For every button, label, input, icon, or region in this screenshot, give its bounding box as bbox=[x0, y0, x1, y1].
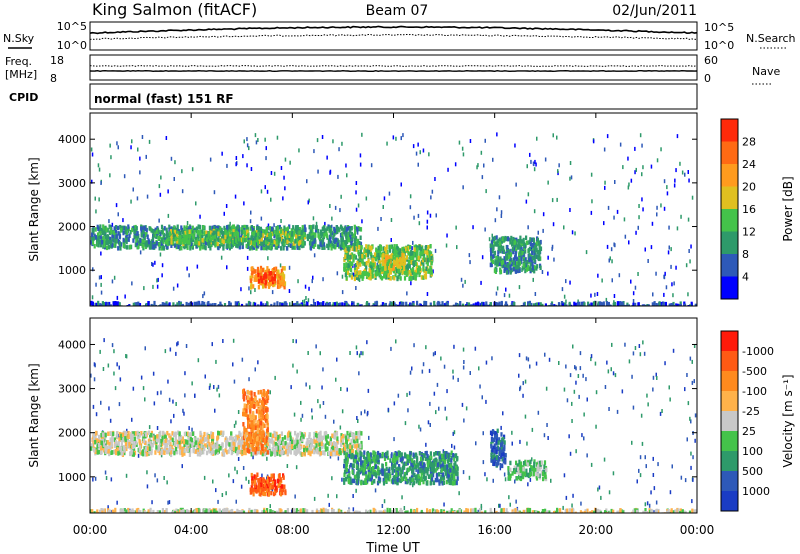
nave-tick-bottom: 0 bbox=[704, 72, 711, 85]
x-tick-label: 04:00 bbox=[174, 523, 209, 537]
x-tick-label: 00:00 bbox=[73, 523, 108, 537]
colorbar-tick-label: 1000 bbox=[742, 485, 770, 498]
y-tick-label: 3000 bbox=[58, 177, 86, 190]
freq-line bbox=[89, 69, 698, 73]
nave-label: Nave bbox=[752, 65, 780, 78]
data-region bbox=[489, 235, 543, 275]
colorbar-tick-label: 100 bbox=[742, 445, 763, 458]
x-tick-label: 08:00 bbox=[275, 523, 310, 537]
colorbar-tick-label: 28 bbox=[742, 136, 756, 149]
power-panel: 1000 2000 3000 4000 Slant Range [km] bbox=[27, 112, 698, 307]
y-axis-label: Slant Range [km] bbox=[27, 363, 41, 467]
colorbar-swatch bbox=[721, 391, 738, 411]
cpid-value: normal (fast) 151 RF bbox=[94, 92, 234, 106]
colorbar-tick-label: 8 bbox=[742, 248, 749, 261]
nsearch-label: N.Search bbox=[746, 32, 796, 45]
colorbar-tick-label: 25 bbox=[742, 425, 756, 438]
colorbar-swatch bbox=[721, 371, 738, 391]
freq-panel bbox=[89, 54, 698, 81]
colorbar-swatch bbox=[721, 186, 738, 209]
colorbar-swatch bbox=[721, 141, 738, 164]
x-axis-label: Time UT bbox=[365, 541, 419, 554]
cpid-label: CPID bbox=[9, 91, 38, 104]
colorbar-tick-label: -500 bbox=[742, 365, 767, 378]
y-tick-label: 2000 bbox=[58, 427, 86, 440]
y-tick-label: 2000 bbox=[58, 221, 86, 234]
y-tick-label: 1000 bbox=[58, 471, 86, 484]
data-region bbox=[90, 224, 363, 251]
noise-sky-line bbox=[89, 25, 698, 35]
colorbar-swatch bbox=[721, 209, 738, 232]
date-label: 02/Jun/2011 bbox=[612, 3, 697, 19]
data-region bbox=[249, 472, 287, 497]
y-axis-label: Slant Range [km] bbox=[27, 157, 41, 261]
colorbar-swatch bbox=[721, 254, 738, 277]
colorbar-swatch bbox=[721, 491, 738, 511]
noise-panel bbox=[89, 21, 698, 51]
colorbar-tick-label: -1000 bbox=[742, 345, 774, 358]
data-region bbox=[90, 507, 697, 513]
noise-tick-bottom-left: 10^0 bbox=[57, 39, 87, 52]
power-colorbar: 4 8 12 16 20 24 28 Power [dB] bbox=[720, 118, 795, 300]
colorbar-swatch bbox=[721, 164, 738, 187]
y-tick-label: 4000 bbox=[58, 338, 86, 351]
nsky-label: N.Sky bbox=[3, 32, 35, 45]
colorbar-swatch bbox=[721, 119, 738, 142]
colorbar-tick-label: -100 bbox=[742, 385, 767, 398]
x-tick-label: 12:00 bbox=[376, 523, 411, 537]
beam-label: Beam 07 bbox=[366, 3, 429, 19]
colorbar-swatch bbox=[721, 231, 738, 254]
freq-tick-top: 18 bbox=[50, 54, 64, 67]
colorbar-swatch bbox=[721, 331, 738, 351]
nave-tick-top: 60 bbox=[704, 54, 718, 67]
noise-tick-top-right: 10^5 bbox=[704, 21, 734, 34]
colorbar-label: Velocity [m s⁻¹] bbox=[781, 374, 795, 467]
colorbar-swatch bbox=[721, 276, 738, 299]
data-region bbox=[489, 428, 507, 469]
data-region bbox=[90, 300, 697, 306]
station-title: King Salmon (fitACF) bbox=[92, 0, 257, 19]
data-region bbox=[165, 228, 306, 247]
noise-search-line bbox=[89, 33, 698, 40]
colorbar-tick-label: -25 bbox=[742, 405, 760, 418]
nave-line bbox=[89, 65, 698, 67]
data-region bbox=[242, 388, 270, 455]
colorbar-label: Power [dB] bbox=[781, 176, 795, 241]
x-tick-label: 20:00 bbox=[579, 523, 614, 537]
y-tick-label: 1000 bbox=[58, 264, 86, 277]
velocity-colorbar: 1000 500 100 25 -25 -100 -500 -1000 Velocity [m … bbox=[720, 330, 795, 512]
colorbar-swatch bbox=[721, 351, 738, 371]
noise-tick-top-left: 10^5 bbox=[57, 20, 87, 33]
colorbar-swatch bbox=[721, 451, 738, 471]
data-region bbox=[343, 450, 459, 486]
cpid-panel bbox=[89, 83, 698, 110]
colorbar-tick-label: 500 bbox=[742, 465, 763, 478]
noise-tick-bottom-right: 10^0 bbox=[704, 39, 734, 52]
y-tick-label: 4000 bbox=[58, 133, 86, 146]
colorbar-tick-label: 16 bbox=[742, 203, 756, 216]
colorbar-tick-label: 24 bbox=[742, 158, 756, 171]
colorbar-tick-label: 4 bbox=[742, 271, 749, 284]
data-region bbox=[90, 430, 363, 458]
data-region bbox=[343, 244, 434, 282]
freq-tick-bottom: 8 bbox=[50, 72, 57, 85]
colorbar-tick-label: 12 bbox=[742, 226, 756, 239]
colorbar-swatch bbox=[721, 431, 738, 451]
x-tick-label: 00:00 bbox=[680, 523, 715, 537]
data-region bbox=[381, 252, 408, 275]
colorbar-swatch bbox=[721, 471, 738, 491]
time-axis: 00:00 04:00 08:00 12:00 16:00 20:00 00:00 bbox=[73, 113, 715, 537]
freq-unit-label: [MHz] bbox=[5, 68, 37, 81]
colorbar-tick-label: 20 bbox=[742, 181, 756, 194]
velocity-panel: 1000 2000 3000 4000 Slant Range [km] bbox=[27, 317, 698, 514]
data-region bbox=[257, 271, 277, 286]
data-region bbox=[507, 459, 548, 482]
freq-label: Freq. bbox=[5, 55, 32, 68]
y-tick-label: 3000 bbox=[58, 383, 86, 396]
x-tick-label: 16:00 bbox=[477, 523, 512, 537]
colorbar-swatch bbox=[721, 411, 738, 431]
